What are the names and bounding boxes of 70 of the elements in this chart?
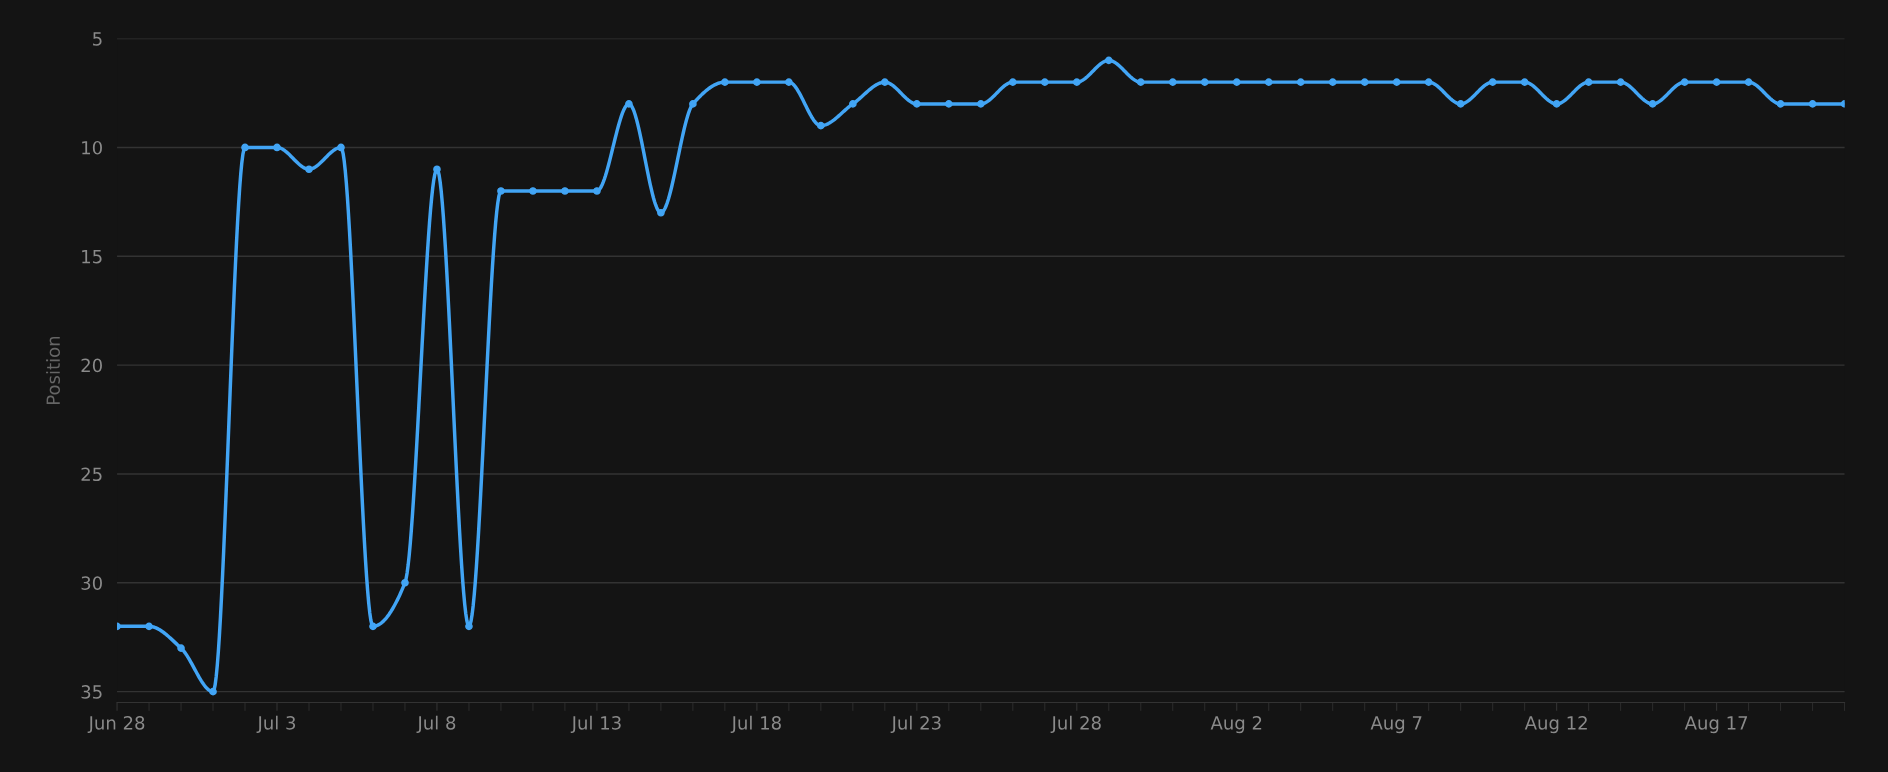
point [1456,100,1465,108]
x-tick-label: Jul 3 [256,715,296,734]
point [593,187,601,195]
point [1488,78,1497,86]
point [1648,100,1657,108]
point [1392,78,1401,86]
x-tick-label: Jul 23 [890,715,941,734]
point [1200,78,1209,86]
y-tick-label: 10 [82,140,102,155]
y-tick-label: 35 [81,685,102,699]
x-tick-label: Aug 12 [1524,716,1587,734]
point [1264,78,1273,86]
point [497,187,505,195]
x-tick-label: Aug 2 [1210,716,1262,734]
point [1424,78,1433,86]
point [976,100,985,108]
point [273,143,281,152]
point [1616,78,1625,86]
point [1520,78,1529,86]
point [785,78,793,86]
point [369,622,377,631]
point [1008,78,1017,86]
point [689,100,697,108]
point [1168,78,1177,86]
point [913,100,921,108]
y-tick-label: 5 [93,32,102,46]
point [337,143,345,152]
y-axis-title: Position [46,336,61,404]
point [145,622,153,631]
point [401,578,409,587]
point [305,165,313,174]
point [1232,78,1241,86]
point [1808,100,1817,108]
point [1744,78,1753,86]
point [945,100,953,108]
point [529,187,537,195]
point [1040,78,1049,86]
point [849,100,857,108]
point [1584,78,1593,86]
x-tick-label: Jul 18 [730,715,781,734]
x-tick-label: Jun 28 [87,716,145,734]
point [817,121,825,130]
y-tick-label: 20 [81,358,102,373]
point [177,644,185,652]
point [881,78,889,86]
point [657,208,665,217]
point [1776,100,1785,108]
x-tick-label: Jul 8 [416,715,456,734]
point [625,100,633,108]
x-tick-label: Aug 17 [1684,716,1748,734]
point [1360,78,1369,86]
point [721,78,729,86]
point [1680,78,1689,86]
point [1104,56,1113,65]
y-tick-label: 25 [81,467,102,482]
x-tick-label: Aug 7 [1370,716,1422,734]
point [241,143,249,152]
point [753,78,761,86]
point [561,187,569,195]
x-tick-label: Jul 28 [1050,715,1101,734]
point [1296,78,1305,86]
point [1136,78,1145,86]
point [1328,78,1337,86]
point [1712,78,1721,86]
point [1552,100,1561,108]
y-tick-label: 15 [82,249,102,264]
x-tick-label: Jul 13 [570,715,621,734]
point [1072,78,1081,86]
y-tick-label: 30 [81,576,102,590]
point [209,687,217,696]
